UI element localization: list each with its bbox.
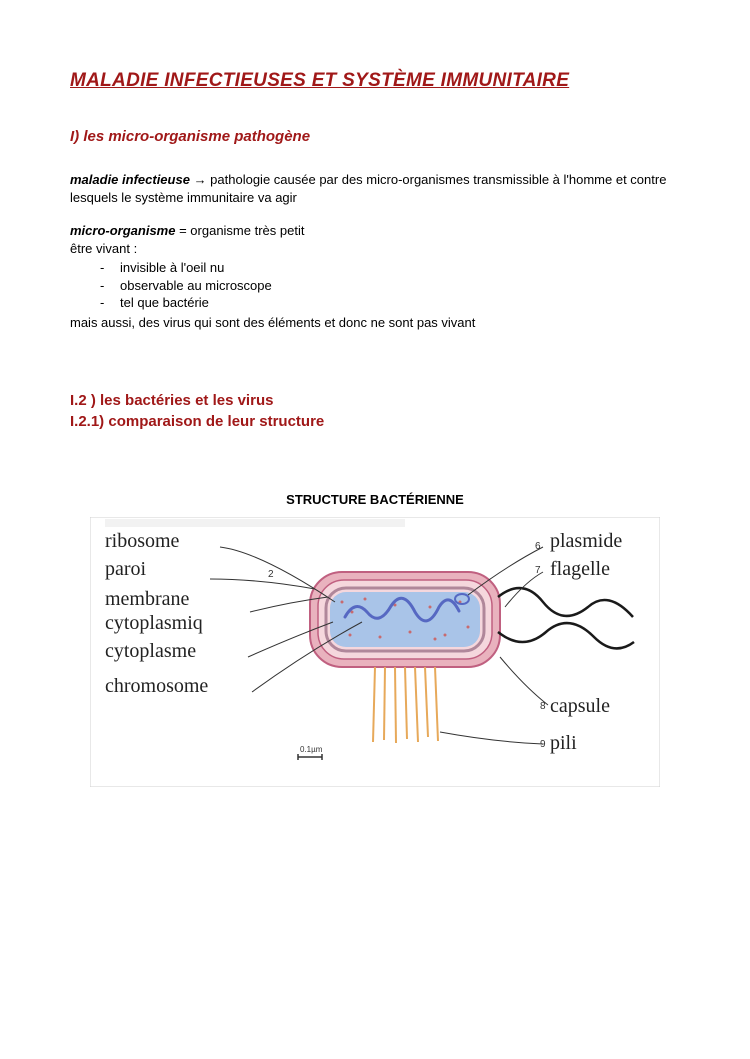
svg-text:6: 6 [535,541,541,552]
intro-etre-vivant: être vivant : [70,240,680,258]
svg-text:0.1µm: 0.1µm [300,745,323,754]
term-micro-organisme: micro-organisme [70,223,175,238]
list-item: observable au microscope [120,277,680,295]
scale-bar: 0.1µm [298,745,323,760]
label-pili: pili [550,732,577,754]
page-title: MALADIE INFECTIEUSES ET SYSTÈME IMMUNITA… [70,70,680,92]
list-item: tel que bactérie [120,294,680,312]
label-membrane: membrane [105,588,190,610]
svg-text:8: 8 [540,701,546,712]
subsection-line-2: I.2.1) comparaison de leur structure [70,412,680,432]
figure-bacterium: 2 6 7 8 9 ribosome paroi membrane cytopl… [90,517,660,787]
label-plasmide: plasmide [550,530,622,552]
definition-maladie-infectieuse: maladie infectieuse → pathologie causée … [70,171,680,206]
label-cytoplasmiq: cytoplasmiq [105,612,203,634]
svg-text:7: 7 [535,565,541,576]
label-flagelle: flagelle [550,558,610,580]
subsection-heading: I.2 ) les bactéries et les virus I.2.1) … [70,391,680,432]
after-list-text: mais aussi, des virus qui sont des éléme… [70,314,680,332]
label-chromosome: chromosome [105,675,208,697]
bullet-list: invisible à l'oeil nu observable au micr… [70,259,680,312]
section-heading-1: I) les micro-organisme pathogène [70,128,680,145]
subsection-line-1: I.2 ) les bactéries et les virus [70,391,680,411]
label-ribosome: ribosome [105,530,180,552]
label-paroi: paroi [105,558,147,580]
list-item: invisible à l'oeil nu [120,259,680,277]
definition-micro-organisme: micro-organisme = organisme très petit ê… [70,222,680,331]
term-maladie-infectieuse: maladie infectieuse [70,172,190,187]
figure-title: STRUCTURE BACTÉRIENNE [70,492,680,507]
body-micro-organisme: = organisme très petit [175,223,304,238]
svg-text:9: 9 [540,739,546,750]
label-capsule: capsule [550,695,610,717]
svg-text:2: 2 [268,569,274,580]
label-cytoplasme: cytoplasme [105,640,196,662]
